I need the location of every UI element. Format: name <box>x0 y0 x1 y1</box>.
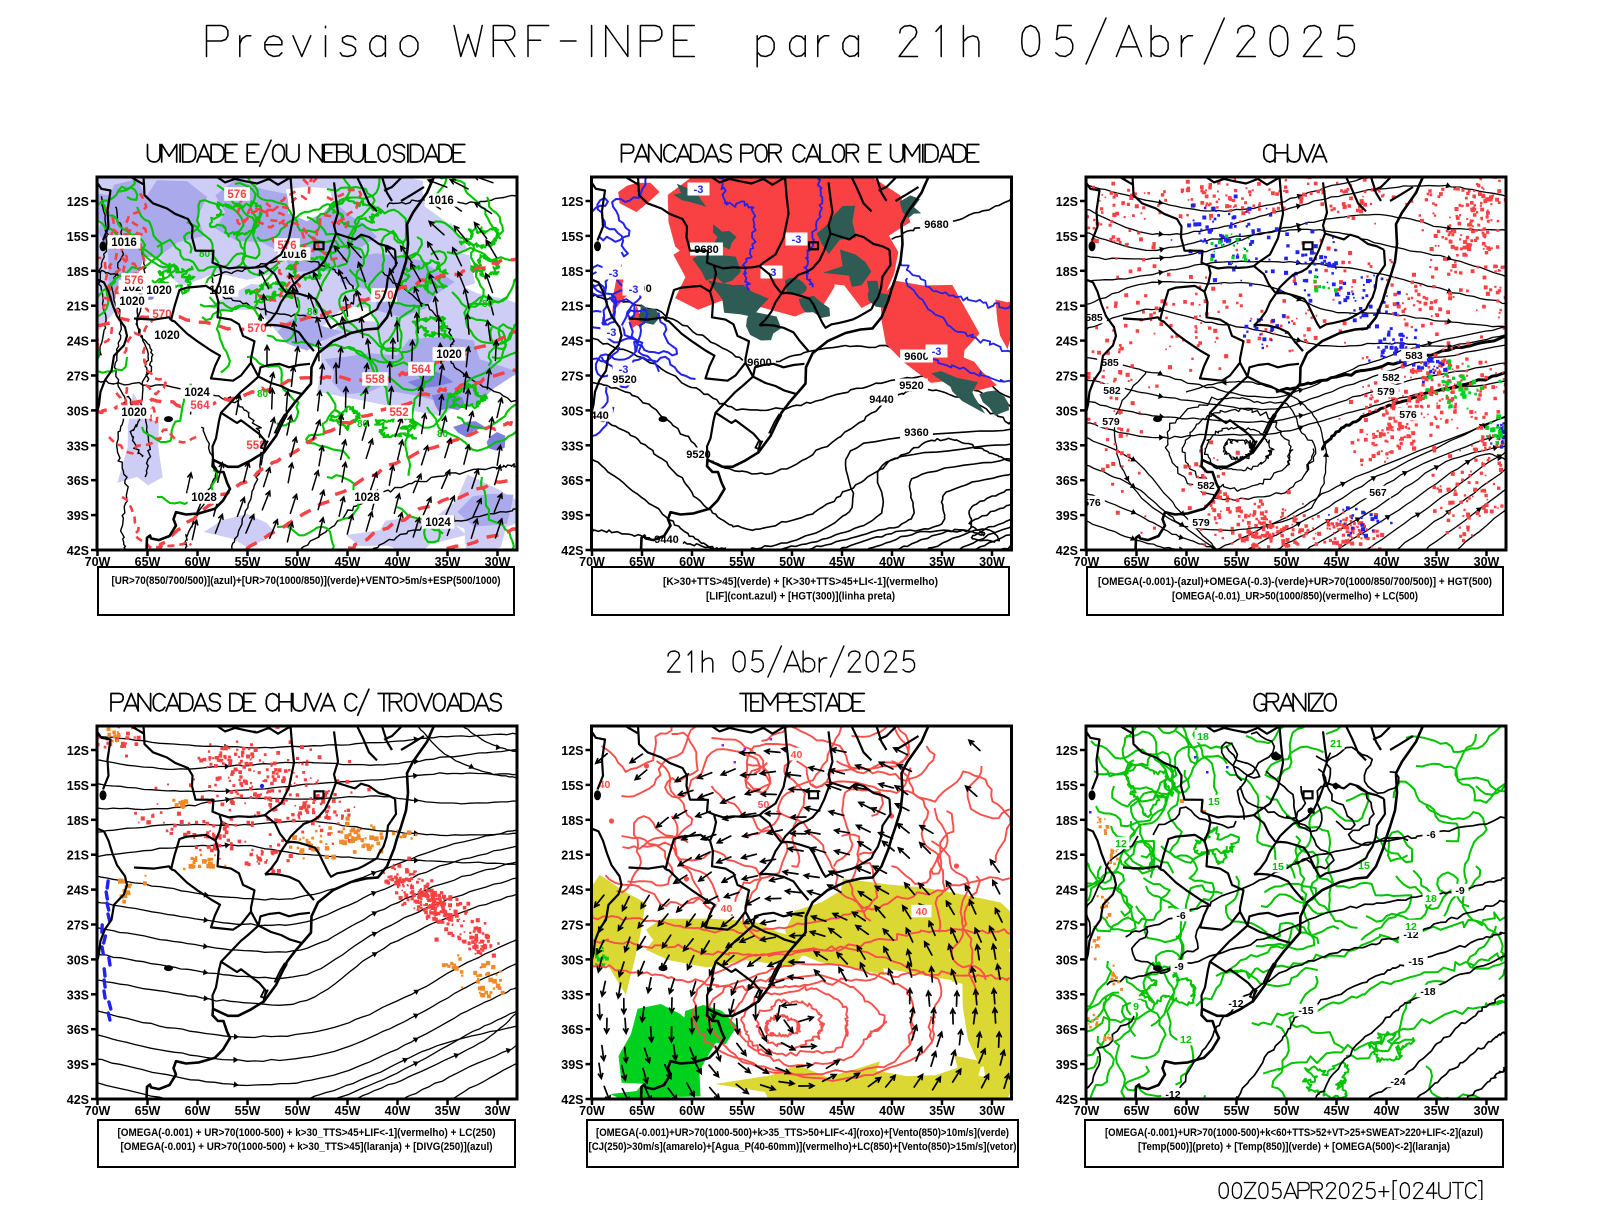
svg-text:585: 585 <box>1085 312 1103 324</box>
svg-text:582: 582 <box>1197 480 1215 492</box>
svg-text:579: 579 <box>1102 416 1120 428</box>
svg-text:[LIF](cont.azul) + [HGT(300)](: [LIF](cont.azul) + [HGT(300)](linha pret… <box>706 591 895 603</box>
svg-text:558: 558 <box>365 374 385 386</box>
svg-text:9600: 9600 <box>747 357 771 369</box>
svg-text:-18: -18 <box>1420 986 1435 998</box>
svg-text:[K>30+TTS>45](verde) + [K>30+T: [K>30+TTS>45](verde) + [K>30+TTS>45+LI<-… <box>663 576 938 588</box>
svg-text:[OMEGA(-0.001)+UR>70(1000-500): [OMEGA(-0.001)+UR>70(1000-500)+k<60+TTS>… <box>1105 1127 1483 1139</box>
svg-text:-15: -15 <box>1298 1005 1313 1017</box>
svg-text:40: 40 <box>721 903 733 915</box>
svg-text:9520: 9520 <box>612 374 636 386</box>
svg-text:-3: -3 <box>607 327 617 339</box>
svg-text:80: 80 <box>307 307 319 318</box>
svg-text:40: 40 <box>599 779 611 791</box>
svg-text:-3: -3 <box>694 184 704 196</box>
svg-text:1024: 1024 <box>425 517 451 529</box>
svg-text:15: 15 <box>1208 796 1220 808</box>
svg-text:1028: 1028 <box>354 492 380 504</box>
svg-text:12: 12 <box>1405 921 1417 933</box>
svg-text:9: 9 <box>1133 1001 1139 1013</box>
svg-text:567: 567 <box>1369 487 1387 499</box>
svg-text:1020: 1020 <box>119 296 145 308</box>
svg-text:21: 21 <box>1330 738 1342 750</box>
svg-text:18: 18 <box>1197 731 1209 743</box>
svg-text:[OMEGA(-0.001) + UR>70(1000-50: [OMEGA(-0.001) + UR>70(1000-500) + k>30_… <box>118 1127 496 1139</box>
svg-text:50: 50 <box>758 799 770 811</box>
svg-text:558: 558 <box>246 440 266 452</box>
svg-text:1020: 1020 <box>146 285 172 297</box>
svg-text:18: 18 <box>1425 893 1437 905</box>
svg-text:-15: -15 <box>1408 956 1423 968</box>
svg-text:40: 40 <box>916 906 928 918</box>
svg-text:1020: 1020 <box>436 349 462 361</box>
svg-text:-3: -3 <box>767 267 777 279</box>
svg-text:9440: 9440 <box>869 394 893 406</box>
svg-text:-3: -3 <box>932 346 942 358</box>
svg-text:9360: 9360 <box>904 427 928 439</box>
svg-text:-12: -12 <box>1165 1089 1180 1101</box>
svg-text:570: 570 <box>247 323 266 335</box>
svg-text:579: 579 <box>1377 386 1395 398</box>
svg-text:12: 12 <box>1115 838 1127 850</box>
svg-text:-6: -6 <box>1176 910 1185 922</box>
svg-text:9440: 9440 <box>584 410 608 422</box>
svg-text:-24: -24 <box>1390 1076 1405 1088</box>
svg-text:1028: 1028 <box>191 492 217 504</box>
svg-text:582: 582 <box>1103 385 1121 397</box>
svg-text:9520: 9520 <box>899 380 923 392</box>
svg-text:[OMEGA(-0.01)_UR>50(1000/850)(: [OMEGA(-0.01)_UR>50(1000/850)(vermelho) … <box>1172 591 1418 603</box>
svg-text:-3: -3 <box>792 234 802 246</box>
svg-text:9600: 9600 <box>904 351 928 363</box>
svg-text:80: 80 <box>482 299 494 310</box>
svg-text:1020: 1020 <box>121 407 147 419</box>
svg-text:-3: -3 <box>609 268 619 280</box>
svg-text:80: 80 <box>199 249 211 260</box>
svg-text:1016: 1016 <box>281 249 307 261</box>
svg-text:-3: -3 <box>629 284 639 296</box>
svg-text:40: 40 <box>791 749 803 761</box>
svg-text:9520: 9520 <box>686 449 710 461</box>
svg-text:1024: 1024 <box>184 387 210 399</box>
svg-text:564: 564 <box>411 364 431 376</box>
svg-text:576: 576 <box>1083 497 1101 509</box>
svg-text:576: 576 <box>1399 409 1417 421</box>
svg-text:80: 80 <box>357 419 369 430</box>
svg-text:15: 15 <box>1272 861 1284 873</box>
svg-text:9440: 9440 <box>654 534 678 546</box>
svg-text:585: 585 <box>1101 357 1119 369</box>
svg-text:[OMEGA(-0.001) + UR>70(1000-50: [OMEGA(-0.001) + UR>70(1000-500) + k>30_… <box>121 1141 493 1153</box>
svg-text:579: 579 <box>1192 517 1210 529</box>
svg-text:-9: -9 <box>1455 885 1464 897</box>
svg-text:552: 552 <box>389 407 408 419</box>
svg-text:[UR>70(850/700/500)](azul)+[UR: [UR>70(850/700/500)](azul)+[UR>70(1000/8… <box>112 575 501 587</box>
svg-text:576: 576 <box>124 275 143 287</box>
svg-text:1016: 1016 <box>428 195 454 207</box>
svg-text:80: 80 <box>257 389 269 400</box>
svg-text:9680: 9680 <box>924 219 948 231</box>
svg-text:[OMEGA(-0.001)-(azul)+OMEGA(-0: [OMEGA(-0.001)-(azul)+OMEGA(-0.3)-(verde… <box>1098 576 1492 588</box>
svg-text:80: 80 <box>437 429 449 440</box>
svg-text:[Temp(500)](preto) + [Temp(850: [Temp(500)](preto) + [Temp(850)](verde) … <box>1138 1141 1450 1153</box>
svg-text:-3: -3 <box>619 364 629 376</box>
svg-text:1016: 1016 <box>111 237 137 249</box>
svg-text:583: 583 <box>1405 350 1423 362</box>
svg-text:576: 576 <box>277 240 296 252</box>
svg-text:-9: -9 <box>1174 961 1183 973</box>
svg-text:[OMEGA(-0.001)+UR>70(1000-500): [OMEGA(-0.001)+UR>70(1000-500)+k>35_TTS>… <box>596 1127 1009 1139</box>
svg-text:-6: -6 <box>1426 829 1435 841</box>
svg-text:15: 15 <box>1358 860 1370 872</box>
svg-text:12: 12 <box>1180 1034 1192 1046</box>
svg-text:[CJ(250)>30m/s](amarelo)+[Agua: [CJ(250)>30m/s](amarelo)+[Agua_P(40-60mm… <box>589 1141 1017 1153</box>
svg-text:582: 582 <box>1382 372 1400 384</box>
svg-text:564: 564 <box>190 400 210 412</box>
svg-text:576: 576 <box>227 189 246 201</box>
svg-text:1020: 1020 <box>154 330 180 342</box>
svg-text:-12: -12 <box>1228 998 1243 1010</box>
